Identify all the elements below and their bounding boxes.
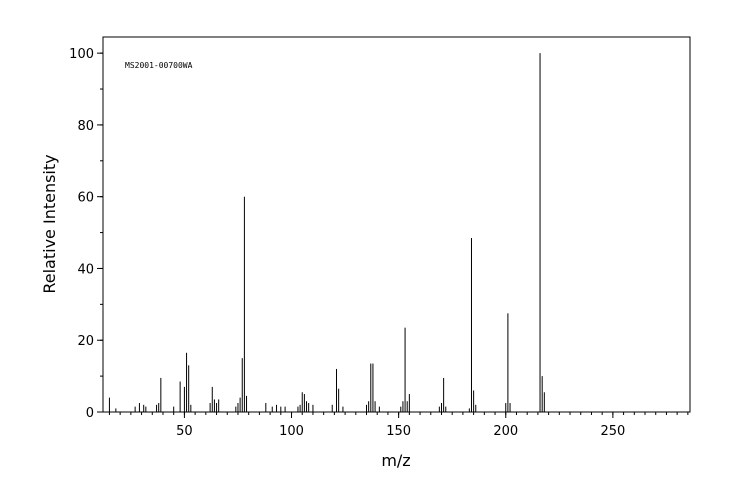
y-tick-label: 40 [77, 262, 94, 277]
x-axis-label: m/z [381, 451, 410, 470]
x-tick-label: 50 [176, 424, 193, 439]
plot-frame [102, 36, 691, 413]
y-tick-label: 0 [86, 406, 94, 421]
x-tick-label: 200 [493, 424, 518, 439]
y-tick-label: 60 [77, 191, 94, 206]
y-tick-label: 20 [77, 334, 94, 349]
x-tick-label: 150 [386, 424, 411, 439]
y-tick-label: 80 [77, 119, 94, 134]
x-tick-label: 100 [279, 424, 304, 439]
y-axis-label: Relative Intensity [40, 154, 59, 293]
annotation: MS2001-00700WA [125, 61, 193, 70]
y-tick-label: 100 [69, 47, 94, 62]
x-tick-label: 250 [600, 424, 625, 439]
